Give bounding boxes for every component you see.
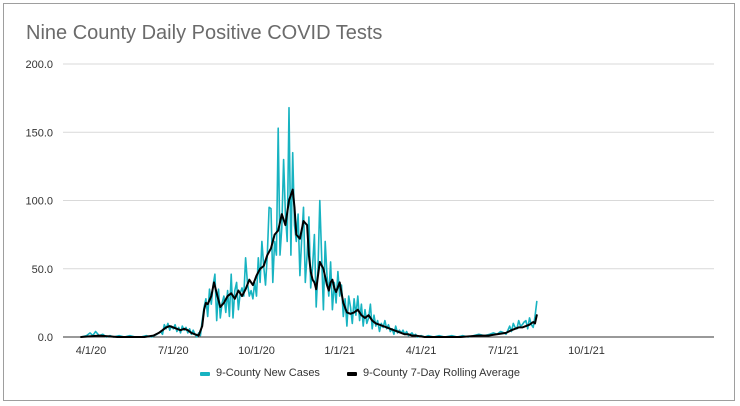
y-tick-label: 200.0 (25, 59, 53, 71)
legend-swatch (347, 372, 357, 376)
y-tick-label: 150.0 (25, 127, 53, 139)
x-tick-label: 7/1/21 (488, 345, 519, 357)
x-axis-ticks: 4/1/20 7/1/20 10/1/20 1/1/21 4/1/21 7/1/21 10/… (76, 345, 605, 357)
y-axis-ticks: 0.0 50.0 100.0 150.0 200.0 (25, 59, 53, 344)
legend-label: 9-County 7-Day Rolling Average (363, 367, 520, 379)
chart-frame (3, 3, 735, 401)
series-line-new-cases (80, 106, 538, 338)
x-tick-label: 1/1/21 (324, 345, 355, 357)
y-tick-label: 0.0 (38, 332, 53, 344)
series-lines (80, 106, 538, 338)
series-line-rolling-average (80, 188, 538, 338)
x-tick-label: 4/1/20 (76, 345, 107, 357)
legend-label: 9-County New Cases (216, 367, 320, 379)
x-tick-label: 10/1/20 (238, 345, 275, 357)
legend-swatch (200, 372, 210, 376)
y-tick-label: 50.0 (32, 264, 53, 276)
gridlines (63, 63, 714, 338)
chart-title: Nine County Daily Positive COVID Tests (26, 22, 383, 44)
y-tick-label: 100.0 (25, 196, 53, 208)
x-tick-label: 10/1/21 (568, 345, 605, 357)
legend: 9-County New Cases 9-County 7-Day Rolling… (200, 367, 520, 379)
x-tick-label: 7/1/20 (158, 345, 189, 357)
x-tick-label: 4/1/21 (406, 345, 437, 357)
